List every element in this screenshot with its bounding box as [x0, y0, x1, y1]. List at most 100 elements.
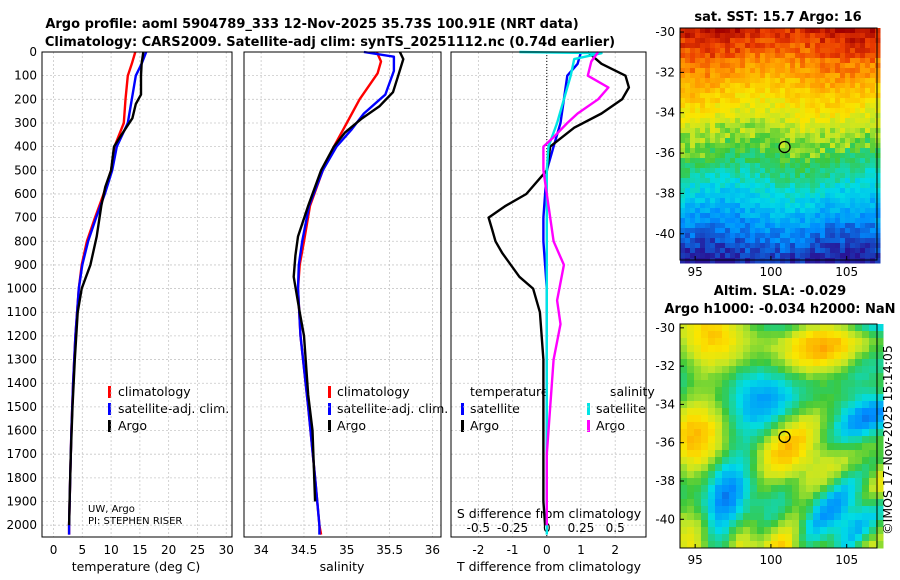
- map-cell: [705, 43, 711, 49]
- map-cell: [848, 450, 856, 458]
- map-cell: [855, 450, 863, 458]
- map-cell: [755, 238, 761, 244]
- map-cell: [835, 183, 841, 189]
- map-cell: [700, 198, 706, 204]
- map-cell: [875, 113, 881, 119]
- map-cell: [740, 198, 746, 204]
- map-cell: [815, 93, 821, 99]
- map-cell: [715, 83, 721, 89]
- map-cell: [785, 53, 791, 59]
- map-cell: [695, 133, 701, 139]
- map-cell: [720, 173, 726, 179]
- map-cell: [750, 366, 758, 374]
- legend-swatch-s-satellite: [587, 403, 590, 415]
- map-cell: [855, 28, 861, 34]
- map-cell: [848, 324, 856, 332]
- map-cell: [750, 203, 756, 209]
- map-cell: [735, 118, 741, 124]
- map-cell: [722, 366, 730, 374]
- map-cell: [799, 520, 807, 528]
- map-cell: [845, 128, 851, 134]
- map-cell: [805, 218, 811, 224]
- map-cell: [705, 103, 711, 109]
- map-cell: [840, 28, 846, 34]
- map-cell: [690, 253, 696, 259]
- map-cell: [870, 183, 876, 189]
- map-cell: [695, 143, 701, 149]
- map-cell: [764, 443, 772, 451]
- map-cell: [875, 233, 881, 239]
- map-cell: [840, 193, 846, 199]
- map-cell: [757, 352, 765, 360]
- map-cell: [687, 478, 695, 486]
- map-cell: [730, 108, 736, 114]
- depth-tick-label: 600: [14, 187, 37, 201]
- map-cell: [799, 373, 807, 381]
- map-cell: [862, 359, 870, 367]
- map-cell: [800, 253, 806, 259]
- x-tick-label: 20: [161, 543, 176, 557]
- map-cell: [820, 233, 826, 239]
- map-cell: [785, 38, 791, 44]
- map-cell: [813, 366, 821, 374]
- map-cell: [765, 78, 771, 84]
- map-cell: [870, 83, 876, 89]
- map-cell: [800, 183, 806, 189]
- map-cell: [687, 345, 695, 353]
- map-cell: [795, 163, 801, 169]
- map-cell: [743, 338, 751, 346]
- map-cell: [830, 188, 836, 194]
- map-cell: [700, 53, 706, 59]
- map-cell: [870, 238, 876, 244]
- map-cell: [705, 253, 711, 259]
- map-cell: [750, 324, 758, 332]
- map-cell: [862, 541, 870, 549]
- map-cell: [757, 338, 765, 346]
- map-cell: [760, 193, 766, 199]
- map-cell: [708, 527, 716, 535]
- map-cell: [820, 78, 826, 84]
- map-cell: [700, 173, 706, 179]
- map-cell: [865, 188, 871, 194]
- map-cell: [840, 158, 846, 164]
- map-cell: [725, 158, 731, 164]
- map-cell: [750, 233, 756, 239]
- map-cell: [848, 464, 856, 472]
- map-cell: [862, 471, 870, 479]
- map-cell: [745, 158, 751, 164]
- map-cell: [855, 38, 861, 44]
- map-cell: [827, 436, 835, 444]
- map-cell: [820, 258, 826, 264]
- map-cell: [685, 188, 691, 194]
- map-cell: [690, 108, 696, 114]
- map-cell: [765, 233, 771, 239]
- map-cell: [790, 98, 796, 104]
- map-cell: [755, 228, 761, 234]
- map-cell: [800, 123, 806, 129]
- map-cell: [820, 83, 826, 89]
- map-cell: [690, 53, 696, 59]
- map-cell: [757, 324, 765, 332]
- map-cell: [690, 218, 696, 224]
- map-cell: [790, 183, 796, 189]
- map-cell: [764, 415, 772, 423]
- map-cell: [825, 253, 831, 259]
- map-cell: [760, 143, 766, 149]
- map-cell: [790, 258, 796, 264]
- map-cell: [755, 83, 761, 89]
- map-cell: [840, 78, 846, 84]
- legend-swatch-satellite: [108, 403, 111, 415]
- map-cell: [680, 178, 686, 184]
- map-cell: [745, 28, 751, 34]
- map-cell: [785, 223, 791, 229]
- map-cell: [810, 133, 816, 139]
- map-cell: [841, 485, 849, 493]
- map-cell: [800, 193, 806, 199]
- map-cell: [835, 153, 841, 159]
- map-cell: [840, 198, 846, 204]
- map-cell: [799, 492, 807, 500]
- map-cell: [764, 366, 772, 374]
- map-cell: [870, 133, 876, 139]
- map-cell: [740, 83, 746, 89]
- map-cell: [750, 534, 758, 542]
